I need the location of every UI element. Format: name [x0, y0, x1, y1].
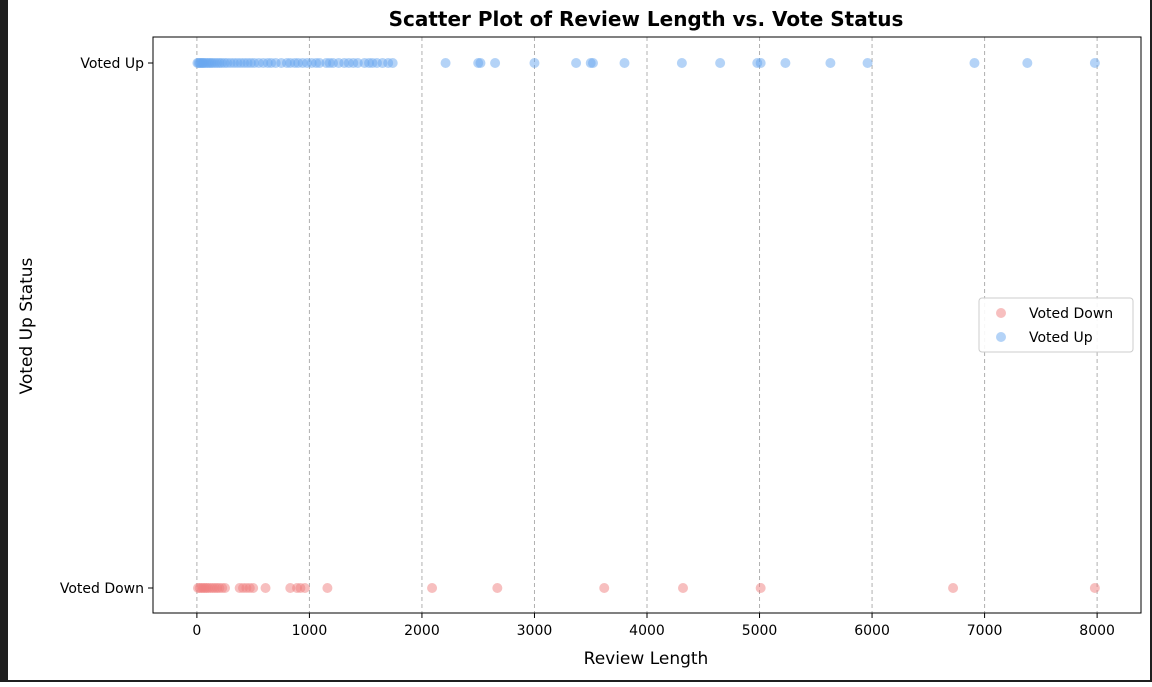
data-point: [299, 583, 310, 593]
data-point: [619, 58, 630, 68]
data-point: [755, 58, 766, 68]
series-voted-down: [193, 583, 1100, 593]
x-tick-label: 8000: [1079, 623, 1115, 639]
data-point: [571, 58, 582, 68]
y-axis-ticks: Voted Down Voted Up: [60, 56, 153, 597]
data-point: [676, 58, 687, 68]
y-tick-label: Voted Up: [80, 56, 144, 72]
data-point: [260, 583, 271, 593]
data-point: [492, 583, 503, 593]
x-tick-label: 5000: [742, 623, 778, 639]
chart-title: Scatter Plot of Review Length vs. Vote S…: [389, 7, 904, 31]
data-point: [475, 58, 486, 68]
x-axis-label: Review Length: [584, 649, 709, 669]
legend-box: [978, 297, 1134, 353]
data-point: [427, 583, 438, 593]
x-tick-label: 7000: [967, 623, 1003, 639]
data-point: [969, 58, 980, 68]
data-point: [755, 583, 766, 593]
x-tick-label: 1000: [292, 623, 328, 639]
data-point: [529, 58, 540, 68]
x-tick-label: 3000: [517, 623, 553, 639]
x-tick-label: 6000: [854, 623, 890, 639]
legend: Voted Down Voted Up: [978, 297, 1134, 353]
data-point: [599, 583, 610, 593]
data-point: [780, 58, 791, 68]
data-point: [587, 58, 598, 68]
data-point: [322, 583, 333, 593]
x-tick-label: 0: [192, 623, 201, 639]
data-point: [825, 58, 836, 68]
legend-label-voted-down: Voted Down: [1029, 306, 1113, 322]
series-voted-up: [192, 58, 1100, 68]
y-tick-label: Voted Down: [60, 581, 144, 597]
data-point: [387, 58, 398, 68]
data-point: [862, 58, 873, 68]
legend-marker-voted-up: [996, 332, 1006, 342]
data-point: [440, 58, 451, 68]
data-point: [1089, 583, 1100, 593]
x-tick-label: 2000: [404, 623, 440, 639]
legend-label-voted-up: Voted Up: [1029, 330, 1093, 346]
data-point: [220, 583, 231, 593]
legend-marker-voted-down: [996, 308, 1006, 318]
data-point: [678, 583, 689, 593]
x-axis-ticks: 0 1000 2000 3000 4000 5000 6000 7000 8000: [192, 613, 1115, 639]
y-axis-label: Voted Up Status: [17, 257, 37, 394]
data-point: [1089, 58, 1100, 68]
data-point: [715, 58, 726, 68]
x-tick-label: 4000: [629, 623, 665, 639]
data-point: [248, 583, 259, 593]
data-point: [948, 583, 959, 593]
data-points: [192, 58, 1100, 593]
data-point: [490, 58, 501, 68]
data-point: [1022, 58, 1033, 68]
